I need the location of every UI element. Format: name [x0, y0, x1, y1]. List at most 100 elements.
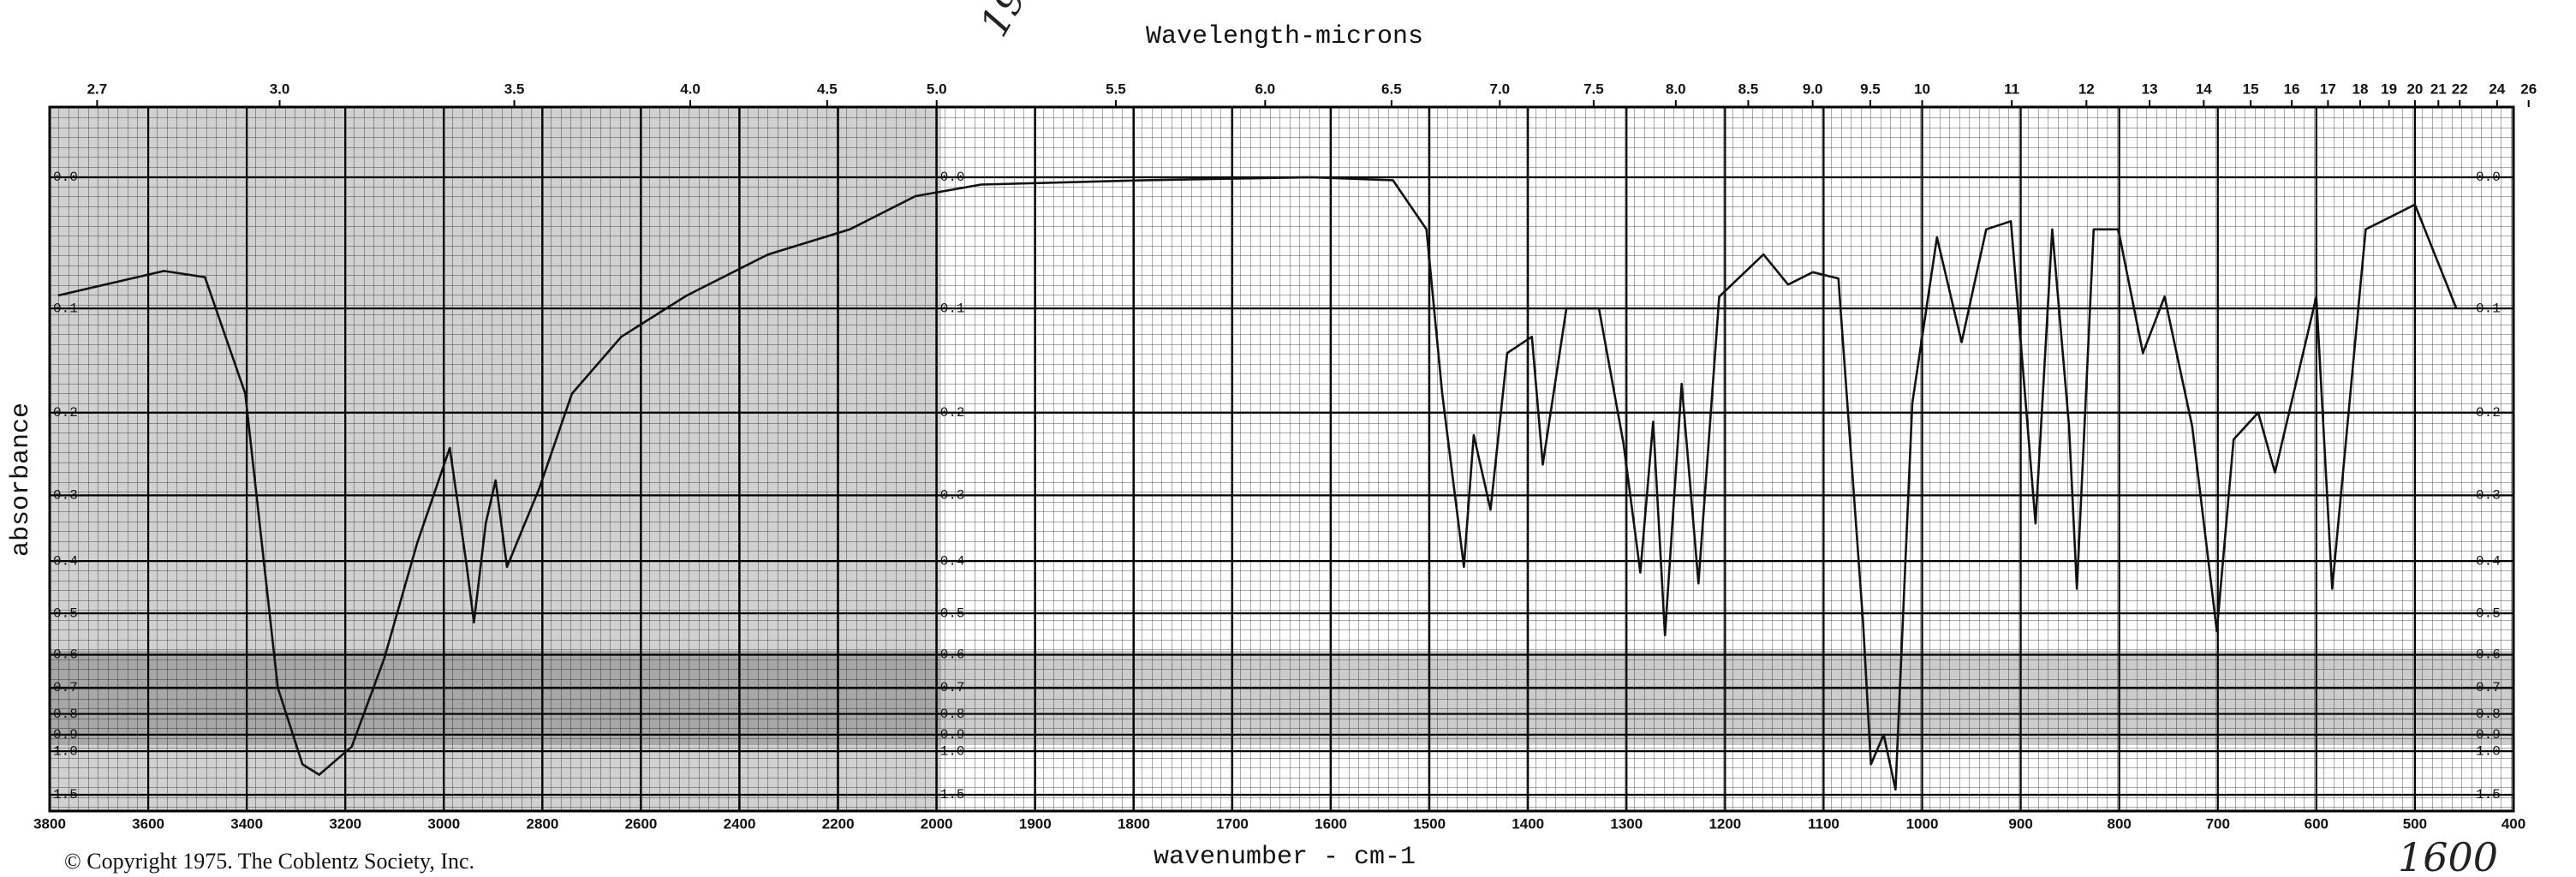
x-tick-label: 3800 — [33, 815, 66, 832]
y-tick-label: 0.0 — [53, 170, 78, 185]
top-tick-label: 9.5 — [1860, 81, 1881, 97]
top-tick-label: 4.5 — [817, 81, 838, 97]
x-tick-label: 1900 — [1019, 815, 1052, 832]
x-tick-label: 700 — [2206, 815, 2230, 832]
y-tick-label: 0.9 — [2476, 727, 2501, 743]
x-tick-label: 800 — [2107, 815, 2131, 832]
top-tick-label: 5.5 — [1106, 81, 1126, 97]
y-tick-label: 0.5 — [940, 606, 965, 621]
y-tick-label: 0.2 — [2476, 405, 2501, 421]
top-tick-label: 10 — [1914, 81, 1930, 97]
y-tick-label: 1.5 — [940, 787, 965, 802]
top-tick-label: 9.0 — [1803, 81, 1823, 97]
minor-grid — [50, 107, 2513, 811]
top-tick-label: 7.5 — [1583, 81, 1604, 97]
y-tick-label: 0.3 — [53, 488, 78, 504]
y-tick-label: 0.0 — [940, 170, 965, 185]
shaded-region — [50, 107, 941, 811]
x-tick-label: 2400 — [724, 815, 756, 832]
y-tick-label: 0.3 — [940, 488, 965, 504]
y-tick-label: 0.6 — [2476, 647, 2501, 663]
top-tick-label: 7.0 — [1489, 81, 1510, 97]
shaded-band — [50, 651, 2513, 745]
top-tick-label: 13 — [2142, 81, 2158, 97]
top-tick-label: 6.5 — [1381, 81, 1402, 97]
y-tick-label: 0.2 — [53, 405, 78, 421]
y-tick-label: 0.7 — [2476, 680, 2501, 695]
top-tick-label: 3.0 — [270, 81, 290, 97]
top-tick-label: 26 — [2520, 81, 2537, 97]
y-tick-label: 1.0 — [53, 743, 78, 759]
y-tick-label: 0.6 — [940, 647, 965, 663]
top-tick-label: 17 — [2320, 81, 2336, 97]
chart-title: Wavelength-microns — [1146, 22, 1423, 51]
top-tick-label: 11 — [2004, 81, 2019, 97]
top-tick-label: 24 — [2489, 81, 2505, 97]
top-tick-label: 2.7 — [87, 81, 108, 97]
x-tick-label: 1400 — [1512, 815, 1544, 832]
x-tick-label: 1500 — [1413, 815, 1446, 832]
x-tick-label: 3400 — [230, 815, 263, 832]
x-tick-label: 400 — [2501, 815, 2525, 832]
y-tick-label: 1.0 — [940, 743, 965, 759]
y-tick-label: 1.5 — [53, 787, 78, 802]
x-tick-label: 1800 — [1118, 815, 1150, 832]
y-tick-label: 0.8 — [2476, 707, 2501, 722]
top-tick-label: 14 — [2196, 81, 2212, 97]
y-tick-label: 0.4 — [940, 553, 965, 569]
y-axis-title: absorbance — [7, 403, 36, 557]
top-tick-label: 8.0 — [1666, 81, 1686, 97]
x-tick-label: 1300 — [1610, 815, 1643, 832]
x-tick-label: 2800 — [526, 815, 558, 832]
top-tick-label: 4.0 — [680, 81, 701, 97]
x-tick-label: 2600 — [625, 815, 658, 832]
y-tick-label: 0.1 — [940, 301, 965, 316]
handwritten-note: 1600 — [2398, 834, 2498, 877]
x-tick-label: 2000 — [921, 815, 953, 832]
top-tick-label: 8.5 — [1738, 81, 1759, 97]
y-tick-label: 0.9 — [53, 727, 78, 743]
y-tick-label: 0.3 — [2476, 488, 2501, 504]
top-tick-label: 18 — [2352, 81, 2369, 97]
x-tick-label: 1700 — [1216, 815, 1249, 832]
y-tick-label: 0.7 — [940, 680, 965, 695]
x-tick-label: 2200 — [822, 815, 855, 832]
x-tick-label: 3000 — [427, 815, 460, 832]
y-tick-label: 0.7 — [53, 680, 78, 695]
y-tick-label: 1.5 — [2476, 787, 2501, 802]
top-tick-label: 15 — [2243, 81, 2259, 97]
y-tick-label: 0.8 — [53, 707, 78, 722]
top-tick-label: 22 — [2452, 81, 2468, 97]
top-tick-label: 21 — [2430, 81, 2447, 97]
copyright: © Copyright 1975. The Coblentz Society, … — [64, 849, 474, 874]
spectrum-line — [57, 176, 2458, 791]
y-tick-label: 0.5 — [2476, 606, 2501, 621]
y-tick-label: 0.4 — [2476, 553, 2501, 569]
x-tick-label: 3200 — [329, 815, 361, 832]
y-tick-label: 0.8 — [940, 707, 965, 722]
top-tick-label: 5.0 — [927, 81, 947, 97]
x-tick-label: 500 — [2403, 815, 2427, 832]
x-axis-title: wavenumber - cm-1 — [1154, 843, 1416, 872]
y-tick-label: 0.2 — [940, 405, 965, 421]
top-tick-label: 3.5 — [504, 81, 525, 97]
top-tick-label: 16 — [2284, 81, 2300, 97]
top-tick-label: 19 — [2381, 81, 2397, 97]
y-tick-label: 1.0 — [2476, 743, 2501, 759]
y-tick-label: 0.1 — [2476, 301, 2501, 316]
x-tick-label: 1600 — [1315, 815, 1347, 832]
top-tick-label: 20 — [2406, 81, 2423, 97]
x-tick-label: 3600 — [132, 815, 164, 832]
x-tick-label: 600 — [2305, 815, 2329, 832]
top-tick-label: 12 — [2078, 81, 2095, 97]
x-tick-label: 1200 — [1708, 815, 1741, 832]
y-tick-label: 0.9 — [940, 727, 965, 743]
top-tick-label: 6.0 — [1255, 81, 1275, 97]
y-tick-label: 0.5 — [53, 606, 78, 621]
y-tick-label: 0.4 — [53, 553, 78, 569]
y-tick-label: 0.6 — [53, 647, 78, 663]
x-tick-label: 1000 — [1906, 815, 1939, 832]
x-tick-label: 900 — [2008, 815, 2032, 832]
x-tick-label: 1100 — [1808, 815, 1840, 832]
